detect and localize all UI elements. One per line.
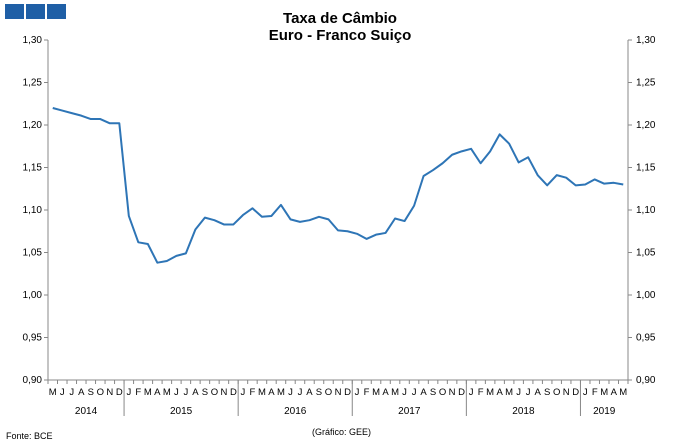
x-month-label: M (277, 387, 285, 398)
x-year-label: 2019 (593, 406, 616, 417)
y-tick-label-right: 1,10 (636, 205, 656, 216)
x-month-label: A (420, 387, 427, 398)
x-month-label: A (268, 387, 275, 398)
x-month-label: J (402, 387, 407, 398)
x-month-label: J (126, 387, 131, 398)
x-month-label: S (202, 387, 208, 398)
y-tick-label-left: 1,15 (23, 163, 43, 174)
x-month-label: A (154, 387, 161, 398)
x-month-label: A (382, 387, 389, 398)
brand-square (26, 4, 45, 19)
x-month-label: A (306, 387, 313, 398)
x-month-label: D (458, 387, 465, 398)
x-month-label: N (563, 387, 570, 398)
x-month-label: O (553, 387, 560, 398)
x-month-label: N (106, 387, 113, 398)
x-month-label: O (439, 387, 446, 398)
x-month-label: M (258, 387, 266, 398)
x-month-label: D (230, 387, 237, 398)
y-tick-label-right: 1,25 (636, 78, 656, 89)
x-month-label: N (220, 387, 227, 398)
x-month-label: J (412, 387, 417, 398)
x-month-label: A (496, 387, 503, 398)
x-month-label: O (97, 387, 104, 398)
x-month-label: J (298, 387, 303, 398)
y-tick-label-right: 1,05 (636, 248, 656, 259)
x-month-label: O (325, 387, 332, 398)
x-month-label: J (69, 387, 74, 398)
series-line (52, 107, 624, 264)
x-month-label: M (49, 387, 57, 398)
x-year-label: 2014 (75, 406, 98, 417)
y-tick-label-left: 1,25 (23, 78, 43, 89)
y-tick-label-right: 1,30 (636, 35, 656, 46)
x-month-label: S (88, 387, 94, 398)
x-month-label: M (144, 387, 152, 398)
y-tick-label-right: 1,00 (636, 290, 656, 301)
x-month-label: A (611, 387, 618, 398)
x-month-label: J (469, 387, 474, 398)
y-tick-label-left: 1,30 (23, 35, 43, 46)
x-month-label: F (478, 387, 484, 398)
x-month-label: J (355, 387, 360, 398)
x-month-label: F (250, 387, 256, 398)
x-month-label: M (619, 387, 627, 398)
x-month-label: S (544, 387, 550, 398)
y-tick-label-right: 0,90 (636, 375, 656, 386)
chart-credit: (Gráfico: GEE) (312, 427, 372, 437)
x-month-label: A (535, 387, 542, 398)
y-tick-label-left: 1,20 (23, 120, 43, 131)
x-month-label: M (600, 387, 608, 398)
x-year-label: 2015 (170, 406, 193, 417)
source-note: Fonte: BCE (6, 431, 53, 441)
brand-square (5, 4, 24, 19)
x-year-label: 2018 (512, 406, 535, 417)
brand-square (47, 4, 66, 19)
x-month-label: F (592, 387, 598, 398)
y-tick-label-left: 1,00 (23, 290, 43, 301)
x-month-label: J (241, 387, 246, 398)
x-month-label: J (583, 387, 588, 398)
x-month-label: F (135, 387, 141, 398)
x-month-label: J (288, 387, 293, 398)
y-tick-label-left: 1,10 (23, 205, 43, 216)
x-month-label: J (60, 387, 65, 398)
x-month-label: S (430, 387, 436, 398)
y-tick-label-right: 1,20 (636, 120, 656, 131)
chart-title-line1: Taxa de Câmbio (283, 10, 397, 27)
x-month-label: M (505, 387, 513, 398)
x-month-label: F (364, 387, 370, 398)
x-year-label: 2016 (284, 406, 307, 417)
x-month-label: A (78, 387, 85, 398)
x-month-label: M (486, 387, 494, 398)
x-month-label: D (344, 387, 351, 398)
x-month-label: D (116, 387, 123, 398)
x-month-label: J (516, 387, 521, 398)
x-month-label: O (211, 387, 218, 398)
x-month-label: J (174, 387, 179, 398)
x-month-label: N (335, 387, 342, 398)
x-month-label: A (192, 387, 199, 398)
x-month-label: J (526, 387, 531, 398)
y-tick-label-left: 0,90 (23, 375, 43, 386)
y-tick-label-left: 0,95 (23, 333, 43, 344)
y-tick-label-right: 1,15 (636, 163, 656, 174)
x-month-label: N (449, 387, 456, 398)
x-month-label: M (372, 387, 380, 398)
x-year-label: 2017 (398, 406, 421, 417)
x-month-label: J (183, 387, 188, 398)
x-month-label: M (163, 387, 171, 398)
y-tick-label-right: 0,95 (636, 333, 656, 344)
x-month-label: D (572, 387, 579, 398)
chart-title-line2: Euro - Franco Suiço (268, 27, 412, 44)
y-tick-label-left: 1,05 (23, 248, 43, 259)
x-month-label: M (391, 387, 399, 398)
x-month-label: S (316, 387, 322, 398)
